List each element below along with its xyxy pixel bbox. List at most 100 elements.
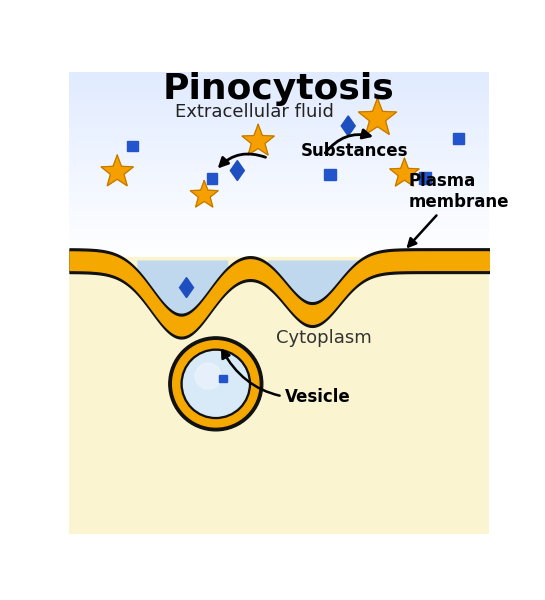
Bar (70, 185, 489, 188)
Bar (70, 188, 489, 190)
FancyBboxPatch shape (419, 172, 432, 184)
Bar (70, 124, 489, 126)
Bar (70, 138, 489, 140)
Bar (70, 117, 489, 119)
Bar (70, 84, 489, 86)
Bar (70, 227, 489, 230)
Bar (70, 155, 489, 157)
Text: Plasma
membrane: Plasma membrane (408, 172, 509, 247)
Polygon shape (101, 155, 134, 186)
Bar (70, 204, 489, 206)
Bar (70, 157, 489, 159)
Text: Cytoplasm: Cytoplasm (276, 329, 372, 347)
Bar (70, 235, 489, 237)
Bar (70, 82, 489, 84)
Bar (70, 197, 489, 199)
Bar (70, 171, 489, 173)
Polygon shape (359, 98, 397, 134)
Text: Extracellular fluid: Extracellular fluid (175, 103, 334, 121)
Bar (70, 115, 489, 117)
Bar (70, 74, 489, 77)
Bar (70, 256, 489, 258)
Bar (70, 72, 489, 110)
Bar (70, 237, 489, 239)
Bar (70, 257, 489, 534)
FancyBboxPatch shape (219, 374, 227, 382)
Bar (70, 152, 489, 155)
Bar (70, 251, 489, 254)
Bar (70, 173, 489, 176)
Bar (70, 98, 489, 100)
Polygon shape (190, 181, 218, 207)
Text: Vesicle: Vesicle (222, 350, 351, 406)
Polygon shape (341, 116, 355, 136)
Bar (70, 242, 489, 244)
Circle shape (195, 363, 221, 389)
Bar (70, 183, 489, 185)
Bar (70, 126, 489, 128)
Bar (70, 110, 489, 112)
Bar (70, 148, 489, 150)
Bar (70, 95, 489, 98)
Polygon shape (179, 278, 193, 298)
FancyBboxPatch shape (324, 169, 336, 180)
Circle shape (169, 337, 263, 431)
Bar (70, 89, 489, 91)
Bar (70, 176, 489, 178)
Bar (70, 202, 489, 204)
Polygon shape (242, 124, 274, 155)
Bar (70, 164, 489, 166)
Bar (70, 225, 489, 227)
Bar (70, 190, 489, 192)
Bar (70, 79, 489, 82)
Bar (70, 166, 489, 169)
Bar (70, 159, 489, 161)
Bar (70, 221, 489, 223)
Bar (70, 230, 489, 232)
Bar (70, 216, 489, 218)
Bar (70, 254, 489, 256)
Bar (70, 206, 489, 209)
Bar (70, 247, 489, 249)
Bar (70, 194, 489, 197)
Bar (70, 145, 489, 148)
Bar (70, 209, 489, 211)
Bar (70, 93, 489, 95)
Bar (70, 119, 489, 122)
Bar (70, 86, 489, 89)
FancyBboxPatch shape (453, 133, 464, 143)
Bar (70, 258, 489, 260)
Bar (70, 199, 489, 202)
Bar (70, 244, 489, 247)
Circle shape (184, 352, 248, 416)
Bar (70, 169, 489, 171)
Bar (70, 103, 489, 105)
Circle shape (173, 341, 259, 427)
Bar (70, 136, 489, 138)
Circle shape (181, 349, 251, 419)
Bar (70, 112, 489, 115)
Bar (70, 105, 489, 107)
Polygon shape (231, 161, 244, 181)
Bar (70, 133, 489, 136)
Bar (70, 122, 489, 124)
Bar (70, 211, 489, 214)
Bar (70, 232, 489, 235)
Bar (70, 91, 489, 93)
Bar (70, 143, 489, 145)
Text: Substances: Substances (300, 142, 408, 160)
Bar (70, 192, 489, 194)
Bar (70, 181, 489, 183)
Bar (70, 100, 489, 103)
Bar (70, 150, 489, 152)
Bar (70, 140, 489, 143)
Bar (70, 178, 489, 181)
Bar (70, 161, 489, 164)
Bar (70, 214, 489, 216)
Bar (70, 223, 489, 225)
Bar (70, 128, 489, 131)
Bar (70, 218, 489, 221)
Polygon shape (390, 158, 419, 186)
Bar (70, 249, 489, 251)
Bar (70, 239, 489, 242)
